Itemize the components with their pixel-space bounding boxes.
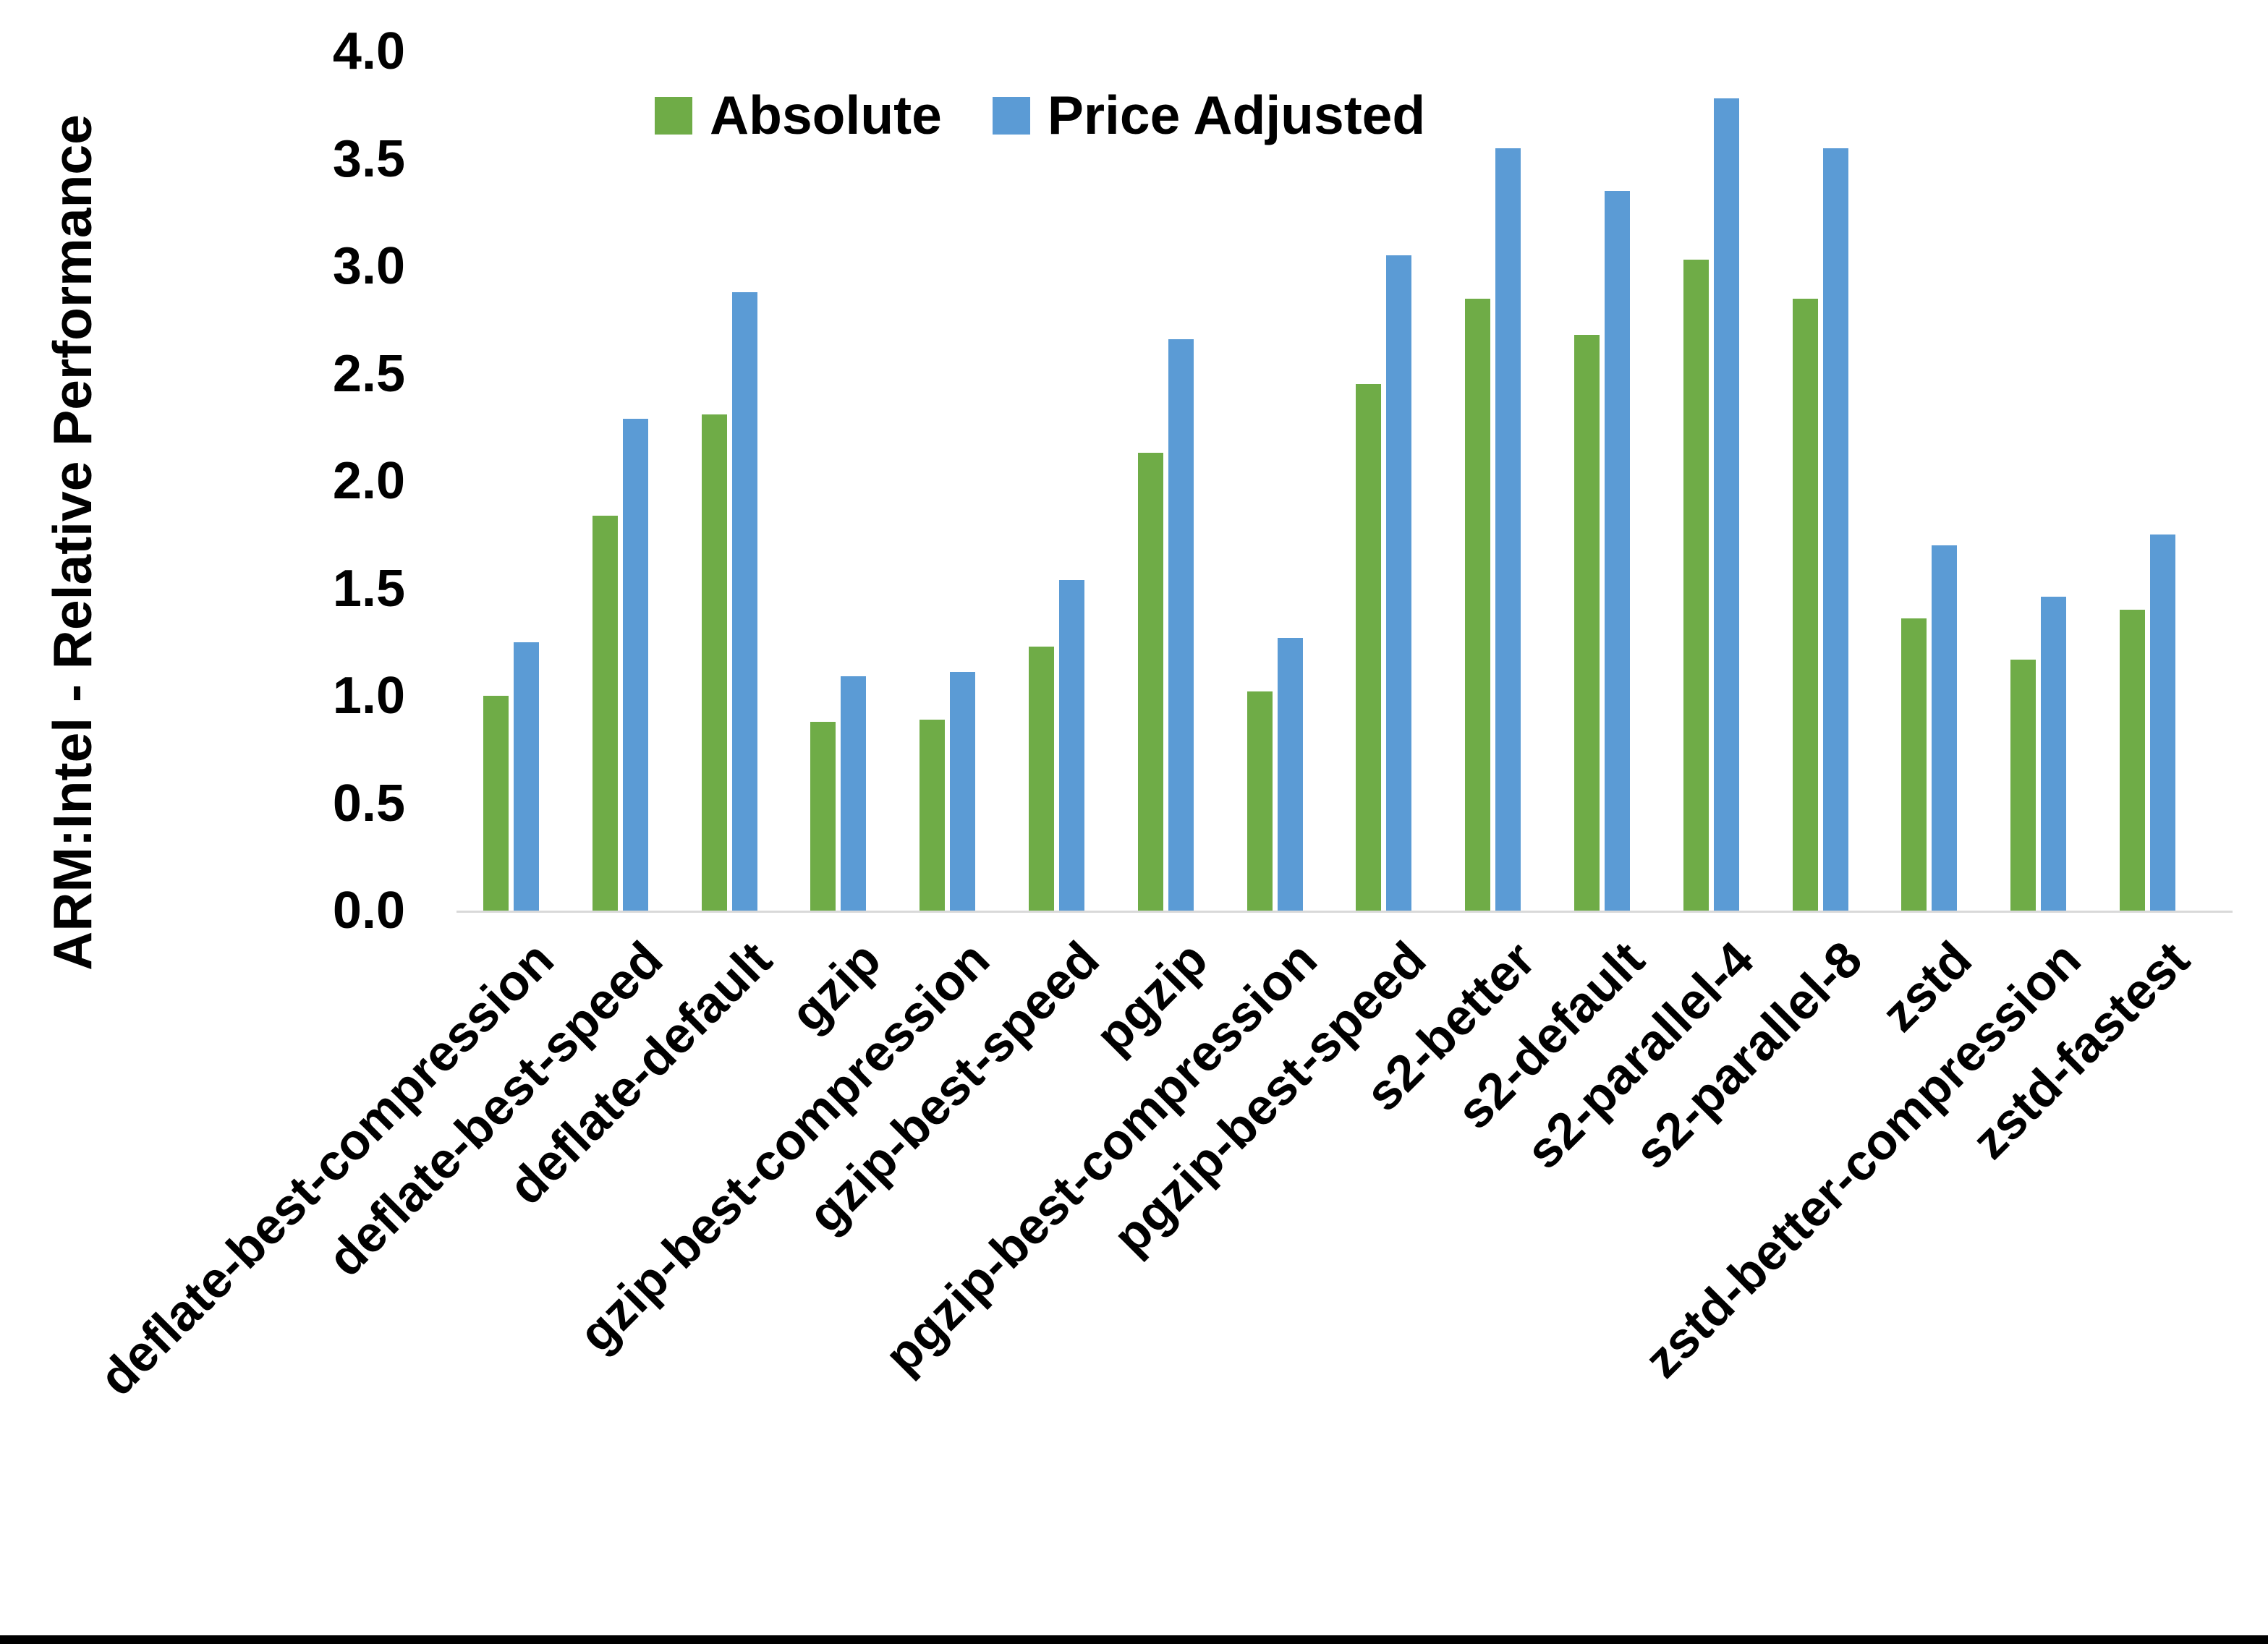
y-tick-label-2.0: 2.0 [332,452,405,510]
bar-price-adjusted-deflate-best-speed [623,419,648,911]
bar-price-adjusted-s2-parallel-4 [1714,98,1739,911]
bar-absolute-zstd [1901,618,1927,911]
legend-swatch-absolute [655,96,692,135]
bar-absolute-zstd-better-compression [2010,660,2036,911]
bottom-border [0,1635,2268,1644]
bar-price-adjusted-s2-default [1605,191,1630,911]
bar-price-adjusted-s2-better [1495,148,1521,911]
y-tick-label-0.5: 0.5 [332,774,405,832]
y-tick-label-1.0: 1.0 [332,667,405,725]
y-tick-label-3.5: 3.5 [332,129,405,188]
bar-absolute-gzip-best-compression [919,720,945,911]
bar-price-adjusted-gzip [841,676,866,911]
legend-label-absolute: Absolute [710,85,942,145]
bar-absolute-deflate-best-speed [593,516,618,911]
y-tick-label-2.5: 2.5 [332,344,405,403]
y-tick-label-4.0: 4.0 [332,22,405,80]
bar-price-adjusted-zstd-fastest [2150,534,2175,911]
bar-absolute-s2-default [1574,335,1600,911]
bar-absolute-s2-parallel-4 [1683,260,1709,911]
bar-absolute-pgzip [1138,453,1163,911]
bar-absolute-gzip [810,722,836,911]
bar-absolute-pgzip-best-speed [1356,384,1381,911]
bar-absolute-s2-parallel-8 [1793,299,1818,911]
bar-absolute-gzip-best-speed [1029,647,1054,911]
bar-absolute-zstd-fastest [2120,610,2145,911]
bar-price-adjusted-pgzip [1168,339,1194,911]
bar-price-adjusted-zstd [1932,545,1957,911]
plot-area [456,51,2233,913]
bar-absolute-deflate-default [702,414,727,911]
legend-entry-absolute: Absolute [655,88,942,142]
bar-price-adjusted-pgzip-best-speed [1386,255,1411,911]
legend: Absolute Price Adjusted [655,88,1425,142]
bar-price-adjusted-deflate-best-compression [514,642,539,911]
bar-price-adjusted-deflate-default [732,292,757,911]
bar-absolute-deflate-best-compression [483,696,509,911]
bar-price-adjusted-s2-parallel-8 [1823,148,1848,911]
y-tick-label-3.0: 3.0 [332,237,405,295]
bar-price-adjusted-gzip-best-speed [1059,580,1084,911]
bar-absolute-pgzip-best-compression [1247,691,1273,911]
legend-swatch-price-adjusted [992,96,1030,135]
bar-price-adjusted-pgzip-best-compression [1278,638,1303,911]
bar-absolute-s2-better [1465,299,1490,911]
bar-price-adjusted-gzip-best-compression [950,672,975,911]
x-tick-label-deflate-best-compression: deflate-best-compression [88,930,564,1407]
legend-label-price-adjusted: Price Adjusted [1047,85,1426,145]
legend-entry-price-adjusted: Price Adjusted [992,85,1426,145]
y-tick-label-0.0: 0.0 [332,882,405,940]
bar-price-adjusted-zstd-better-compression [2041,597,2066,911]
y-tick-label-1.5: 1.5 [332,559,405,618]
